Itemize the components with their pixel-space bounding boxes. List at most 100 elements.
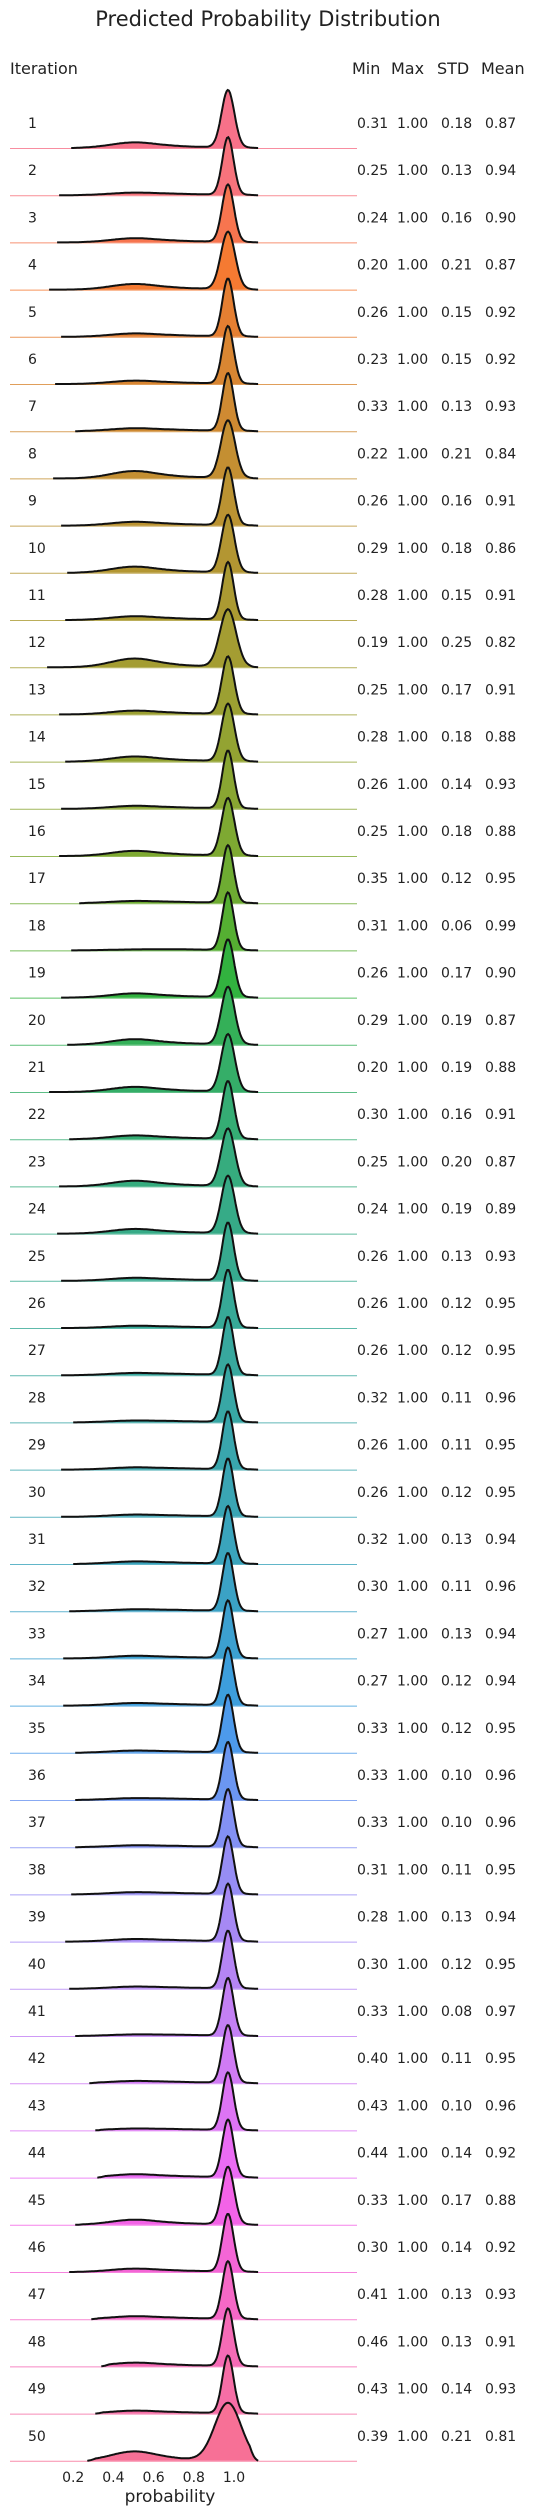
iteration-label: 42: [28, 2051, 46, 2067]
ridge-density-fill: [95, 2072, 259, 2131]
ridge-row-31: 31 0.32 1.00 0.13 0.94: [10, 1504, 516, 1565]
iteration-label: 27: [28, 1343, 46, 1359]
min-value: 0.40: [357, 2051, 388, 2067]
iteration-label: 32: [28, 1579, 46, 1595]
min-value: 0.25: [357, 163, 388, 179]
std-value: 0.13: [441, 399, 472, 415]
ridge-density-fill: [61, 467, 259, 526]
mean-value: 0.91: [485, 588, 516, 604]
iteration-label: 40: [28, 1957, 46, 1973]
ridge-row-47: 47 0.41 1.00 0.13 0.93: [10, 2259, 516, 2321]
chart-title: Predicted Probability Distribution: [95, 7, 440, 31]
ridge-density-outline: [69, 1552, 259, 1613]
iteration-label: 16: [28, 824, 46, 840]
mean-value: 0.95: [485, 1296, 516, 1312]
min-value: 0.33: [357, 2004, 388, 2020]
iteration-label: 15: [28, 777, 46, 793]
iteration-label: 24: [28, 1202, 46, 1218]
x-tick-label: 0.6: [142, 2470, 164, 2486]
std-value: 0.11: [441, 1862, 472, 1878]
std-value: 0.13: [441, 1249, 472, 1265]
ridge-density-outline: [53, 419, 259, 480]
iteration-label: 7: [28, 399, 37, 415]
mean-value: 0.96: [485, 1815, 516, 1831]
ridge-row-16: 16 0.25 1.00 0.18 0.88: [10, 796, 516, 857]
ridge-row-23: 23 0.25 1.00 0.20 0.87: [10, 1127, 516, 1188]
ridge-density-outline: [97, 2118, 259, 2179]
iteration-label: 11: [28, 588, 46, 604]
ridge-density-outline: [73, 1504, 259, 1565]
mean-value: 0.82: [485, 635, 516, 651]
ridge-density-outline: [65, 560, 259, 621]
mean-value: 0.90: [485, 966, 516, 982]
std-value: 0.14: [441, 2382, 472, 2398]
min-value: 0.24: [357, 210, 388, 226]
iteration-label: 18: [28, 918, 46, 934]
ridge-density-outline: [61, 938, 259, 999]
max-value: 1.00: [397, 1674, 428, 1690]
max-value: 1.00: [397, 1296, 428, 1312]
mean-value: 0.92: [485, 305, 516, 321]
x-axis: 0.2 0.4 0.6 0.8 1.0: [62, 2470, 245, 2486]
iteration-label: 30: [28, 1485, 46, 1501]
ridge-density-outline: [71, 88, 259, 149]
ridge-row-21: 21 0.20 1.00 0.19 0.88: [10, 1032, 516, 1093]
std-value: 0.13: [441, 163, 472, 179]
mean-value: 0.91: [485, 494, 516, 510]
ridge-density-outline: [59, 135, 259, 197]
ridge-row-48: 48 0.46 1.00 0.13 0.91: [10, 2307, 516, 2368]
ridge-density-outline: [61, 1316, 259, 1377]
ridge-row-8: 8 0.22 1.00 0.21 0.84: [10, 419, 516, 480]
ridge-density-outline: [79, 843, 259, 905]
ridge-density-fill: [61, 1458, 259, 1517]
ridge-density-outline: [75, 1976, 259, 2037]
ridge-density-fill: [61, 1411, 259, 1470]
mean-value: 0.91: [485, 2334, 516, 2350]
mean-value: 0.94: [485, 1910, 516, 1926]
std-value: 0.13: [441, 1626, 472, 1642]
std-value: 0.10: [441, 1768, 472, 1784]
min-value: 0.23: [357, 352, 388, 368]
min-value: 0.27: [357, 1674, 388, 1690]
mean-value: 0.93: [485, 2382, 516, 2398]
std-value: 0.21: [441, 2429, 472, 2445]
min-value: 0.25: [357, 824, 388, 840]
mean-value: 0.87: [485, 1154, 516, 1170]
max-value: 1.00: [397, 1532, 428, 1548]
ridge-density-fill: [89, 2025, 259, 2084]
min-value: 0.44: [357, 2146, 388, 2162]
mean-value: 0.89: [485, 1202, 516, 1218]
min-value: 0.30: [357, 1579, 388, 1595]
ridge-row-49: 49 0.43 1.00 0.14 0.93: [10, 2354, 516, 2415]
max-value: 1.00: [397, 1390, 428, 1406]
min-value: 0.26: [357, 1485, 388, 1501]
min-value: 0.24: [357, 1202, 388, 1218]
ridge-density-outline: [69, 2212, 259, 2273]
ridge-density-outline: [87, 2401, 259, 2462]
max-value: 1.00: [397, 1626, 428, 1642]
std-value: 0.13: [441, 1910, 472, 1926]
iteration-label: 46: [28, 2240, 46, 2256]
ridge-density-fill: [61, 1317, 259, 1376]
ridge-row-41: 41 0.33 1.00 0.08 0.97: [10, 1976, 516, 2037]
max-value: 1.00: [397, 2051, 428, 2067]
max-value: 1.00: [397, 1249, 428, 1265]
min-value: 0.28: [357, 730, 388, 746]
mean-value: 0.93: [485, 777, 516, 793]
min-value: 0.26: [357, 966, 388, 982]
min-value: 0.32: [357, 1532, 388, 1548]
mean-value: 0.93: [485, 1249, 516, 1265]
min-value: 0.26: [357, 777, 388, 793]
std-value: 0.12: [441, 1485, 472, 1501]
mean-value: 0.88: [485, 2193, 516, 2209]
x-tick-label: 0.8: [183, 2470, 205, 2486]
ridge-row-30: 30 0.26 1.00 0.12 0.95: [10, 1457, 516, 1518]
ridge-density-fill: [67, 986, 259, 1045]
mean-value: 0.95: [485, 1862, 516, 1878]
ridge-row-9: 9 0.26 1.00 0.16 0.91: [10, 466, 516, 527]
max-value: 1.00: [397, 1202, 428, 1218]
ridge-density-fill: [69, 1081, 259, 1140]
ridge-density-fill: [57, 1175, 259, 1234]
iteration-label: 2: [28, 163, 37, 179]
min-value: 0.43: [357, 2098, 388, 2114]
